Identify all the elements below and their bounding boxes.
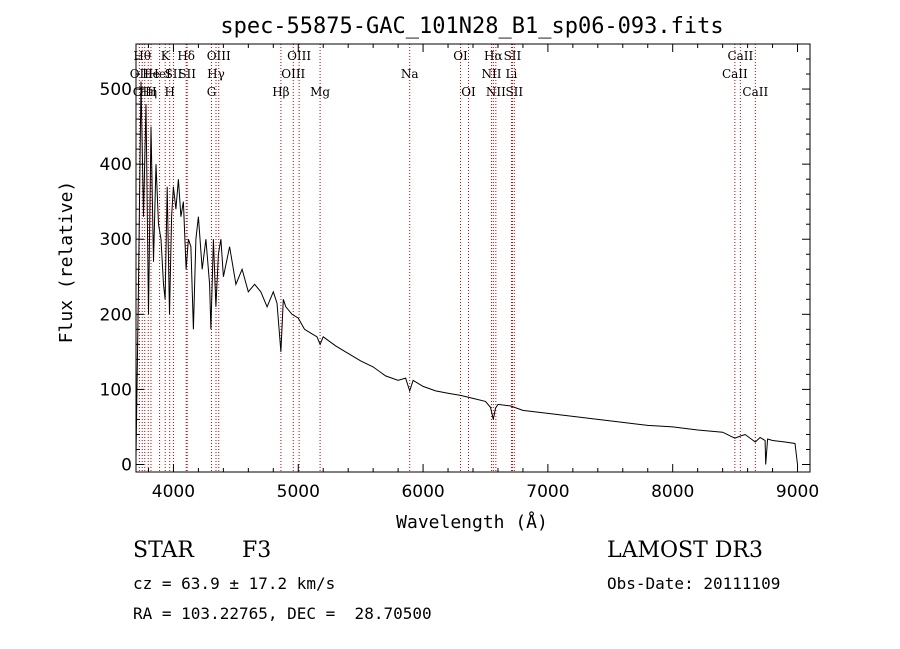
emission-line-label: OIII [133,85,157,99]
emission-line-label: OIII [281,67,305,81]
x-tick-label: 8000 [651,482,694,502]
emission-line-label: HeI [148,67,171,81]
emission-line-label: OIII [287,49,311,63]
y-tick-label: 400 [100,155,132,175]
emission-line-label: Hδ [177,49,195,63]
emission-line-label: CaII [722,67,748,81]
emission-line-label: SII [178,67,196,81]
y-tick-label: 500 [100,80,132,100]
emission-line-label: SII [505,85,523,99]
y-tick-label: 200 [100,305,132,325]
x-axis-ticks: 4000 5000 6000 7000 8000 9000 [147,44,819,502]
emission-line-label: Hβ [272,85,289,99]
y-tick-label: 100 [100,380,132,400]
object-subclass: F3 [242,538,272,563]
x-tick-label: 9000 [776,482,819,502]
y-tick-label: 0 [121,455,132,475]
emission-line-label: OI [453,49,468,63]
emission-line-label: SII [504,49,522,63]
object-class: STAR [133,538,194,563]
spectrum-series-line [135,81,798,465]
x-tick-label: 6000 [401,482,444,502]
emission-line-label: Na [401,67,419,81]
emission-line-label: H [164,85,174,99]
y-tick-label: 300 [100,230,132,250]
emission-line-label: Mg [310,85,330,99]
y-axis-ticks: 0 100 200 300 400 500 [100,58,810,475]
emission-line-label: SII [165,67,183,81]
emission-line-label: CaII [742,85,768,99]
emission-line-label: Hγ [207,67,225,81]
emission-line-label: NII [481,67,501,81]
emission-line-label: G [207,85,217,99]
survey-name: LAMOST DR3 [607,538,763,563]
plot-frame [135,43,811,473]
emission-line-label: K [161,49,171,63]
emission-line-label: He [142,67,160,81]
x-tick-label: 4000 [152,482,195,502]
x-tick-label: 5000 [277,482,320,502]
chart-title: spec-55875-GAC_101N28_B1_sp06-093.fits [220,14,723,39]
observation-date: Obs-Date: 20111109 [607,574,781,593]
emission-line-label: CaII [727,49,753,63]
emission-line-label: OI [461,85,476,99]
x-tick-label: 7000 [526,482,569,502]
redshift-velocity: cz = 63.9 ± 17.2 km/s [133,574,336,593]
emission-line-label: Li [506,67,518,81]
emission-line-label: NII [486,85,506,99]
y-axis-title: Flux (relative) [56,181,77,344]
emission-line-labels: OIIHθOIIIHηHeHeIKHSIIHδSIIGHγOIIIHβOIIIO… [130,49,769,99]
emission-line-label: OIII [207,49,231,63]
emission-line-label: Hη [139,85,157,99]
x-axis-title: Wavelength (Å) [396,511,548,533]
coordinates: RA = 103.22765, DEC = 28.70500 [133,604,432,623]
emission-line-label: Hα [484,49,503,63]
